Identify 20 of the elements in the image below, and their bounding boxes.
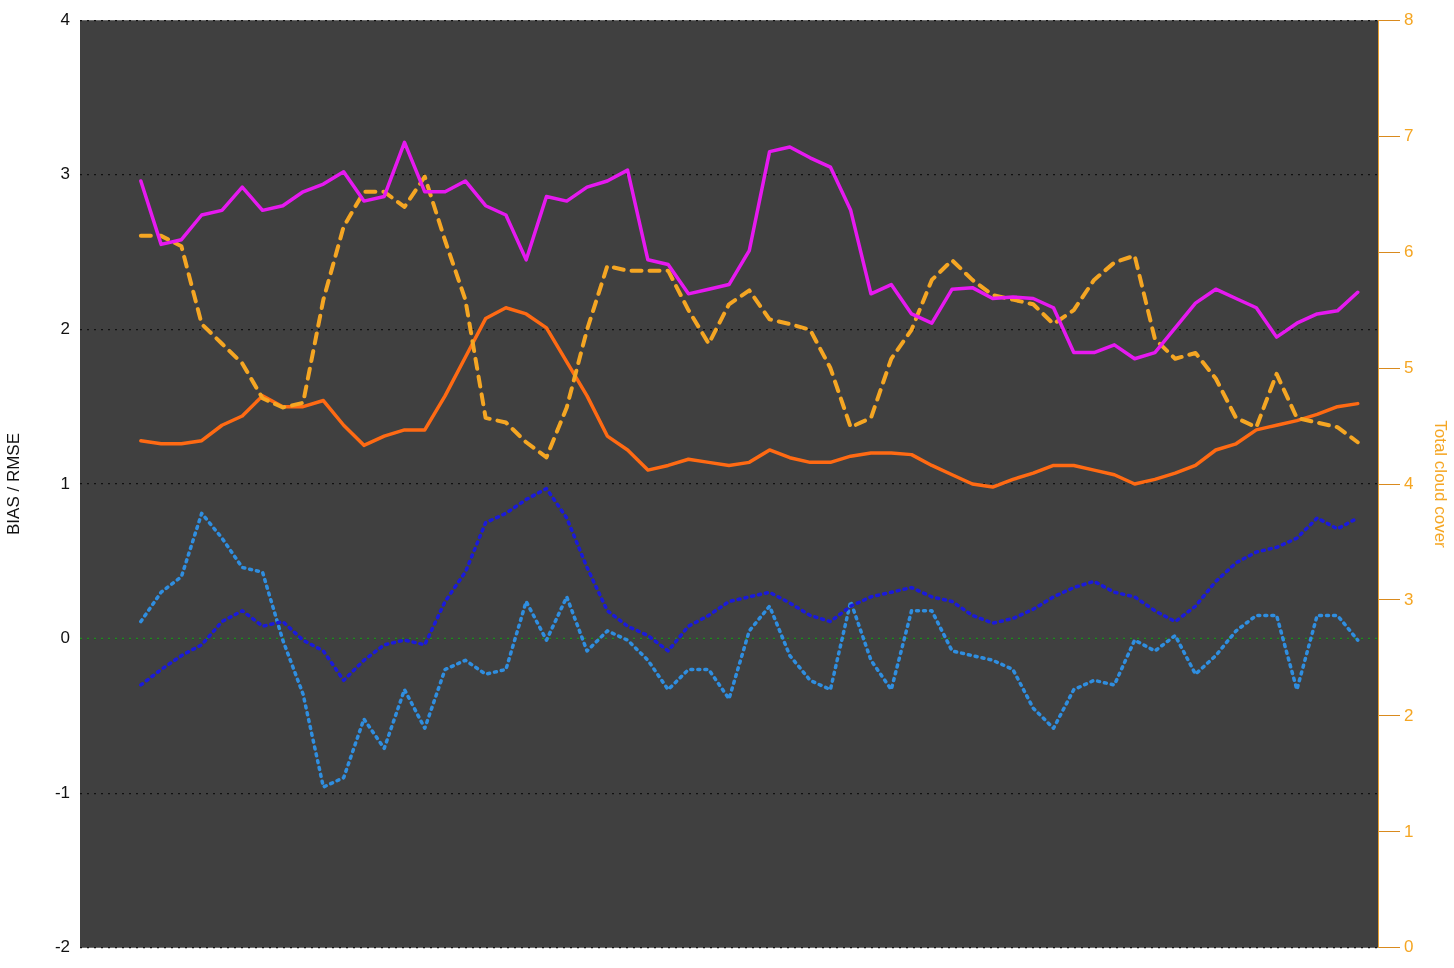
y2-tick-label: 5 <box>1404 357 1414 377</box>
y-tick-label: 4 <box>60 9 70 29</box>
y2-tick-label: 7 <box>1404 125 1414 145</box>
y-tick-label: 1 <box>60 473 70 493</box>
y2-tick-label: 3 <box>1404 589 1414 609</box>
y-tick-label: 0 <box>60 628 70 648</box>
y2-tick-label: 1 <box>1404 821 1414 841</box>
y2-tick-label: 0 <box>1404 937 1414 957</box>
line-series <box>139 511 1360 789</box>
y2-axis-title: Total cloud cover <box>1431 420 1451 549</box>
y2-tick-label: 8 <box>1404 9 1414 29</box>
y2-tick-label: 4 <box>1404 473 1414 493</box>
y-tick-label: 3 <box>60 164 70 184</box>
y-axis-title: BIAS / RMSE <box>3 432 23 536</box>
y2-tick-label: 6 <box>1404 241 1414 261</box>
line-series <box>138 174 1360 460</box>
y-tick-label: -1 <box>54 782 70 802</box>
y-tick-label: -2 <box>54 937 70 957</box>
y-tick-label: 2 <box>60 319 70 339</box>
y2-tick-label: 2 <box>1404 705 1414 725</box>
